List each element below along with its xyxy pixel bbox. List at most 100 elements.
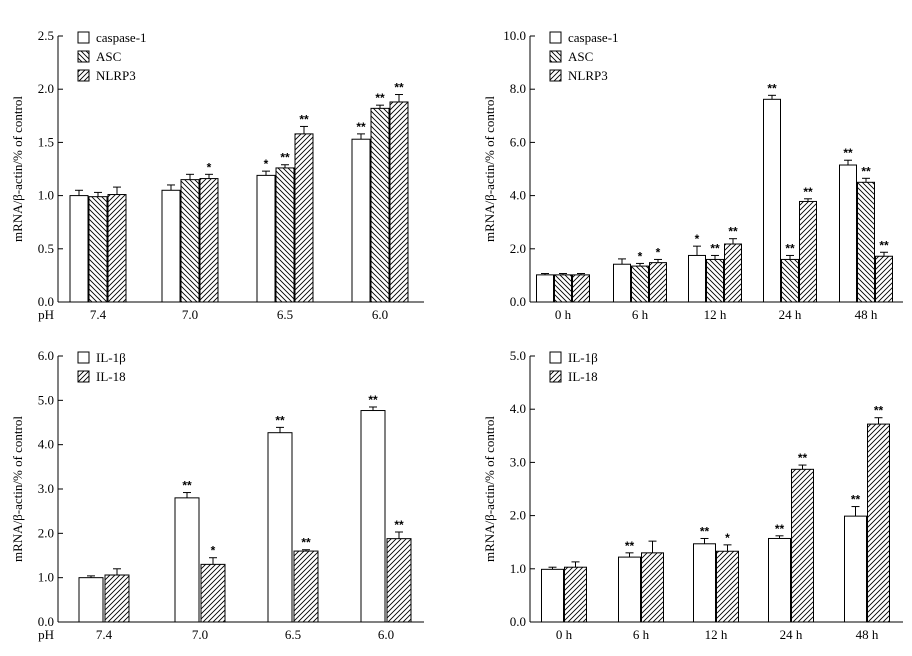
bar-il1 [693,543,716,623]
legend-swatch [549,50,562,63]
x-tick-label: 6.5 [277,307,293,322]
bar-nlrp3 [389,101,409,303]
significance-marker: ** [851,493,861,507]
y-tick-label: 5.0 [510,348,526,363]
y-tick-label: 1.0 [38,188,54,203]
significance-marker: ** [394,81,404,95]
bar-asc [275,167,295,303]
x-tick-label: 12 h [705,627,728,642]
bar-il18 [716,550,739,623]
legend-label: ASC [96,49,121,64]
significance-marker: ** [368,393,378,407]
x-tick-label: 6.5 [285,627,301,642]
significance-marker: ** [375,91,385,105]
y-tick-label: 4.0 [38,437,54,452]
bar-asc [631,265,649,303]
y-tick-label: 6.0 [510,134,526,149]
y-tick-label: 10.0 [503,28,526,43]
significance-marker: ** [798,451,808,465]
legend-swatch [549,69,562,82]
bar-il1 [768,537,791,623]
y-tick-label: 1.0 [510,561,526,576]
legend-label: caspase-1 [96,30,147,45]
y-axis-label: mRNA/β-actin/% of control [10,416,25,562]
significance-marker: ** [301,536,311,550]
x-tick-label: 7.0 [182,307,198,322]
y-axis-label: mRNA/β-actin/% of control [482,416,497,562]
y-tick-label: 8.0 [510,81,526,96]
y-tick-label: 0.0 [38,294,54,309]
bar-caspase1 [351,138,371,303]
significance-marker: * [725,531,730,545]
bar-asc [706,258,724,303]
bar-il1 [360,410,386,623]
bar-il18 [104,574,130,623]
significance-marker: * [656,245,661,259]
y-tick-label: 2.5 [38,28,54,43]
significance-marker: ** [879,238,889,252]
y-tick-label: 4.0 [510,401,526,416]
legend-label: IL-1β [568,350,598,365]
bar-il18 [641,552,664,623]
x-tick-label: 0 h [555,307,572,322]
x-tick-label: 6.0 [378,627,394,642]
legend-swatch [77,31,90,44]
y-tick-label: 0.5 [38,241,54,256]
significance-marker: ** [700,524,710,538]
bar-il18 [564,566,587,623]
significance-marker: ** [182,479,192,493]
bar-il1 [267,432,293,623]
bar-caspase1 [536,274,554,303]
y-tick-label: 5.0 [38,392,54,407]
y-tick-label: 0.0 [38,614,54,629]
legend-swatch [77,370,90,383]
legend-label: NLRP3 [568,68,608,83]
legend-swatch [77,69,90,82]
significance-marker: ** [394,518,404,532]
y-tick-label: 2.0 [510,508,526,523]
bar-caspase1 [839,164,857,303]
bar-il18 [386,538,412,623]
x-tick-label: 6.0 [372,307,388,322]
x-axis-prefix: pH [38,627,54,642]
bar-il18 [293,550,319,623]
bar-il18 [791,468,814,623]
x-tick-label: 48 h [855,307,878,322]
x-tick-label: 12 h [704,307,727,322]
x-tick-label: 24 h [780,627,803,642]
bar-caspase1 [256,174,276,303]
chart-panel-top-right: 0.0 2.0 4.0 6.0 8.0 10.0 mRNA/β-actin/% of con… [482,28,903,322]
significance-marker: * [264,157,269,171]
bar-nlrp3 [107,194,127,303]
chart-panel-bottom-left: 0.0 1.0 2.0 3.0 4.0 5.0 6.0 mRNA/β-actin/% of c… [10,348,424,642]
bar-nlrp3 [572,274,590,303]
legend-label: IL-18 [568,369,598,384]
legend-label: ASC [568,49,593,64]
significance-marker: ** [299,112,309,126]
bar-caspase1 [161,189,181,303]
y-tick-label: 1.0 [38,570,54,585]
bar-nlrp3 [799,200,817,303]
bar-nlrp3 [199,178,219,303]
significance-marker: ** [280,151,290,165]
bar-il1 [541,568,564,623]
bar-caspase1 [613,263,631,303]
bar-il1 [174,497,200,623]
y-tick-label: 2.0 [38,525,54,540]
x-tick-label: 6 h [632,307,649,322]
y-axis-label: mRNA/β-actin/% of control [482,96,497,242]
bar-il1 [78,577,104,623]
x-tick-label: 0 h [556,627,573,642]
x-tick-label: 7.4 [96,627,113,642]
significance-marker: ** [728,225,738,239]
bar-il1 [844,515,867,623]
x-tick-label: 7.4 [90,307,107,322]
legend-swatch [549,351,562,364]
y-tick-label: 2.0 [38,81,54,96]
significance-marker: ** [275,413,285,427]
significance-marker: ** [356,120,366,134]
significance-marker: ** [775,522,785,536]
y-tick-label: 1.5 [38,134,54,149]
bar-asc [88,196,108,303]
bar-nlrp3 [875,255,893,303]
